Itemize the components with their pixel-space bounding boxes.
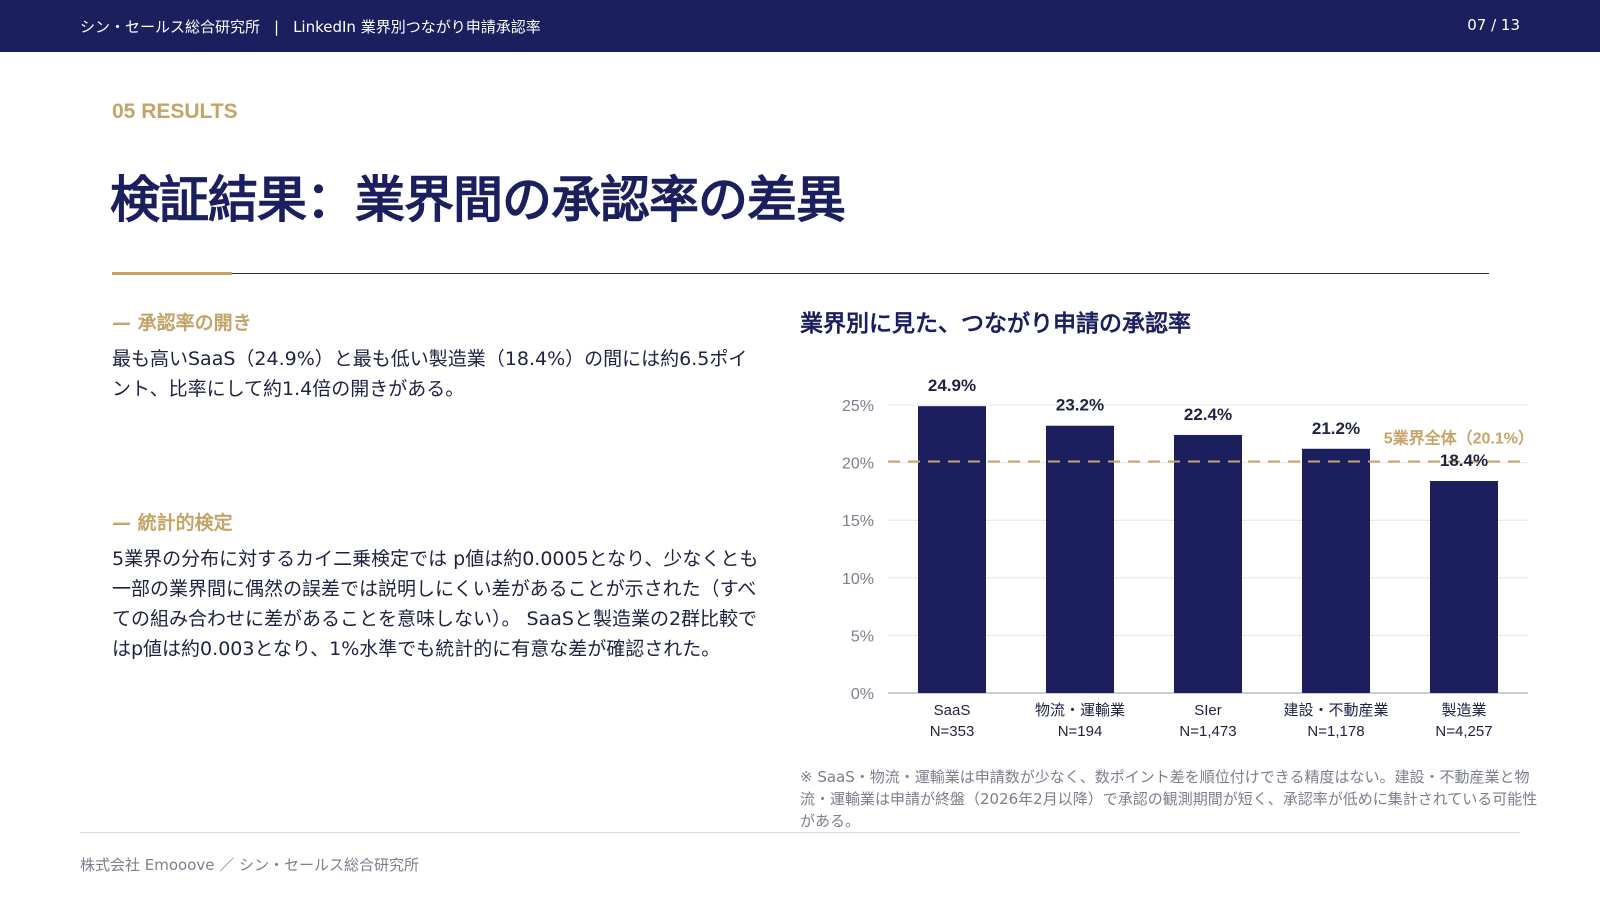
header-org: シン・セールス総合研究所 [80, 18, 261, 36]
y-tick-label: 25% [842, 398, 874, 415]
y-tick-label: 15% [842, 513, 874, 530]
chart-bar [1430, 481, 1498, 693]
chart-bar [1046, 425, 1114, 693]
footer-divider [80, 832, 1520, 833]
category-label: SaaS [934, 702, 971, 719]
chart-category-labels: SaaS N=353 物流・運輸業 N=194 SIer N=1,473 建設・不動産業 N=… [930, 702, 1493, 740]
y-tick-label: 10% [842, 571, 874, 588]
chart-title: 業界別に見た、つながり申請の承認率 [800, 311, 1191, 337]
bar-value-label: 22.4% [1184, 405, 1232, 424]
title-divider [112, 273, 1489, 274]
header-separator: | [274, 18, 280, 36]
statistical-test-body: 5業界の分布に対するカイ二乗検定では p値は約0.0005となり、少なくとも一部… [112, 548, 759, 660]
chart-y-axis-ticks: 0% 5% 10% 15% 20% 25% [842, 398, 874, 703]
header-breadcrumb: シン・セールス総合研究所 | LinkedIn 業界別つながり申請承認率 [80, 16, 541, 37]
page-title: 検証結果：業界間の承認率の差異 [110, 171, 846, 229]
approval-gap-heading: — 承認率の開き [112, 312, 252, 334]
sample-size-label: N=353 [930, 723, 975, 740]
y-tick-label: 0% [851, 686, 874, 703]
footer-credit: 株式会社 Emooove ／ シン・セールス総合研究所 [80, 856, 420, 874]
category-label: 物流・運輸業 [1035, 702, 1125, 719]
category-label: 建設・不動産業 [1283, 702, 1388, 719]
chart-bar [1174, 434, 1242, 693]
category-label: 製造業 [1441, 702, 1486, 719]
approval-rate-bar-chart: 0% 5% 10% 15% 20% 25% 5業界全体（20.1%） 24.9% 23.2%… [842, 376, 1534, 740]
title-divider-accent [112, 272, 232, 275]
y-tick-label: 20% [842, 456, 874, 473]
section-label: 05 RESULTS [112, 100, 238, 123]
chart-bar [918, 406, 986, 693]
statistical-test-heading: — 統計的検定 [112, 512, 233, 534]
sample-size-label: N=4,257 [1435, 723, 1492, 740]
chart-bar [1302, 448, 1370, 693]
sample-size-label: N=1,473 [1179, 723, 1236, 740]
page-indicator: 07 / 13 [1467, 16, 1520, 34]
header-report-title: LinkedIn 業界別つながり申請承認率 [293, 18, 541, 36]
sample-size-label: N=1,178 [1307, 723, 1364, 740]
chart-value-labels: 24.9% 23.2% 22.4% 21.2% 18.4% [928, 376, 1488, 470]
chart-reference-line-group: 5業界全体（20.1%） [888, 428, 1534, 463]
top-bar: シン・セールス総合研究所 | LinkedIn 業界別つながり申請承認率 07 / … [0, 0, 1600, 52]
chart-bars [918, 406, 1498, 693]
category-label: SIer [1194, 702, 1222, 719]
sample-size-label: N=194 [1058, 723, 1103, 740]
chart-footnote: ※ SaaS・物流・運輸業は申請数が少なく、数ポイント差を順位付けできる精度はな… [800, 768, 1538, 830]
bar-value-label: 24.9% [928, 376, 976, 395]
bar-value-label: 18.4% [1440, 451, 1488, 470]
bar-value-label: 21.2% [1312, 419, 1360, 438]
y-tick-label: 5% [851, 628, 874, 645]
reference-line-label: 5業界全体（20.1%） [1384, 428, 1534, 447]
approval-gap-body: 最も高いSaaS（24.9%）と最も低い製造業（18.4%）の間には約6.5ポイ… [112, 348, 748, 400]
bar-value-label: 23.2% [1056, 396, 1104, 415]
